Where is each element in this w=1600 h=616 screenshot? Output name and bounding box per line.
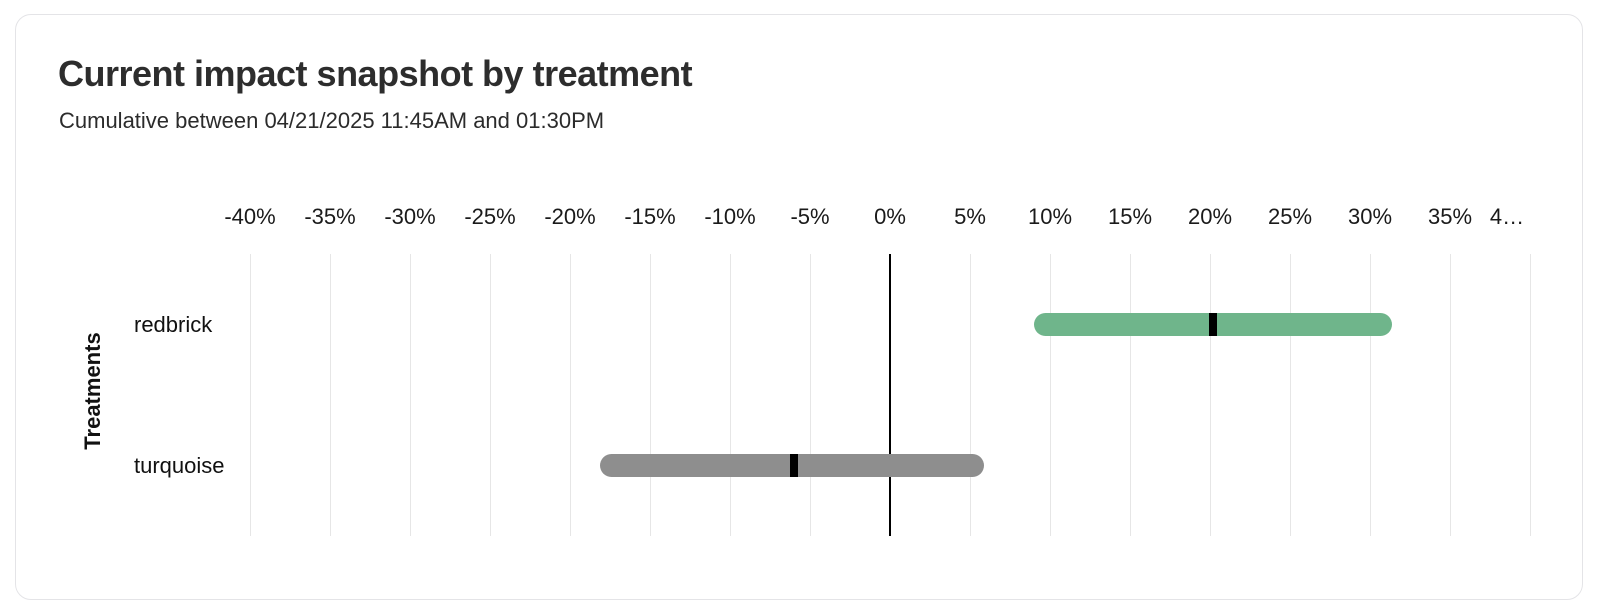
gridline: [809, 254, 811, 536]
zero-axis-line: [889, 254, 891, 536]
x-tick-label: -5%: [790, 204, 830, 229]
x-tick-label: 35%: [1427, 204, 1473, 229]
x-tick-label: -25%: [464, 204, 516, 229]
x-tick-label: -20%: [544, 204, 596, 229]
gridline: [729, 254, 731, 536]
x-tick-label: 20%: [1187, 204, 1233, 229]
gridline: [1449, 254, 1451, 536]
gridline: [329, 254, 331, 536]
gridline: [249, 254, 251, 536]
x-tick-label: -30%: [384, 204, 436, 229]
x-tick-label: 5%: [954, 204, 986, 229]
gridline: [1209, 254, 1211, 536]
x-tick-label: 25%: [1267, 204, 1313, 229]
category-label-redbrick: redbrick: [134, 311, 213, 337]
gridline: [969, 254, 971, 536]
gridline: [409, 254, 411, 536]
gridline: [489, 254, 491, 536]
gridline: [1129, 254, 1131, 536]
x-tick-label: 10%: [1027, 204, 1073, 229]
x-tick-label: -10%: [704, 204, 756, 229]
x-tick-label: 15%: [1107, 204, 1153, 229]
x-tick-label: -35%: [304, 204, 356, 229]
estimate-tick-turquoise: [790, 454, 798, 477]
gridline: [1049, 254, 1051, 536]
chart-title: Current impact snapshot by treatment: [58, 53, 693, 94]
x-tick-label: -15%: [624, 204, 676, 229]
x-tick-label: -40%: [224, 204, 276, 229]
x-tick-label: 30%: [1347, 204, 1393, 229]
gridline: [649, 254, 651, 536]
impact-range-chart: Treatments -40% -35% -30% -25% -20% -15% -10% -…: [16, 15, 1582, 599]
gridline: [569, 254, 571, 536]
gridline: [1289, 254, 1291, 536]
x-tick-label: 4…: [1489, 204, 1525, 229]
impact-snapshot-card: Current impact snapshot by treatment Cum…: [15, 14, 1583, 600]
category-label-turquoise: turquoise: [134, 452, 225, 478]
gridline: [1369, 254, 1371, 536]
chart-subtitle: Cumulative between 04/21/2025 11:45AM an…: [59, 108, 605, 133]
x-tick-label: 0%: [874, 204, 906, 229]
y-axis-title: Treatments: [80, 332, 105, 450]
gridline: [1529, 254, 1531, 536]
plot-area: -40% -35% -30% -25% -20% -15% -10% -5% 0% 5% 10% 15…: [224, 204, 1531, 536]
estimate-tick-redbrick: [1209, 313, 1218, 336]
